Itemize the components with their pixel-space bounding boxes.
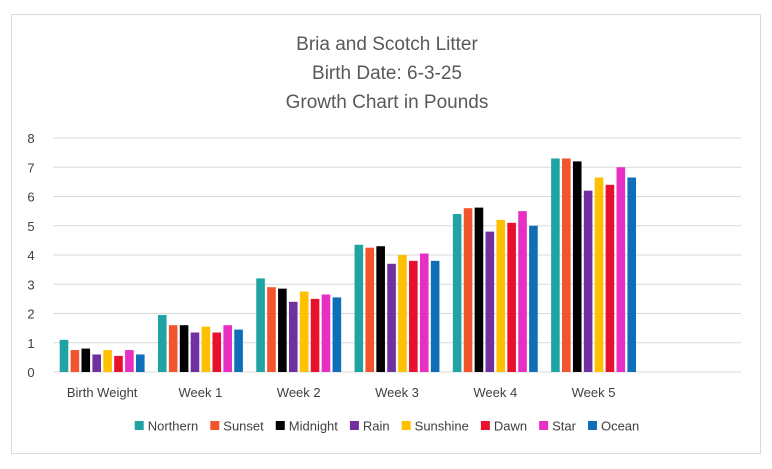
bar-dawn-week-2 (310, 298, 320, 372)
bar-sunshine-week-4 (496, 219, 506, 372)
bar-rain-week-5 (583, 190, 593, 372)
bar-dawn-week-3 (409, 260, 418, 372)
bar-midnight-week-3 (376, 246, 385, 372)
legend: Northern Sunset Midnight Rain Sunshine Dawn St… (134, 419, 639, 434)
x-category-label: Week 4 (473, 385, 517, 400)
bar-star-week-1 (223, 325, 232, 372)
legend-swatch-rain (349, 421, 359, 430)
bar-sunset-week-3 (365, 247, 375, 372)
legend-label-sunset: Sunset (223, 419, 264, 434)
bar-northern-week-3 (354, 244, 364, 372)
bar-star-birth-weight (125, 350, 134, 372)
legend-swatch-midnight (275, 421, 285, 430)
bar-northern-week-4 (452, 214, 462, 372)
y-tick-label: 8 (27, 131, 34, 146)
bars (59, 158, 637, 372)
x-category-label: Birth Weight (67, 385, 138, 400)
y-tick-label: 6 (27, 190, 34, 205)
x-axis-categories: Birth Weight Week 1 Week 2 Week 3 Week 4 Week… (67, 385, 616, 400)
x-category-label: Week 3 (375, 385, 419, 400)
bar-ocean-week-1 (234, 329, 243, 372)
bar-sunshine-week-2 (299, 291, 309, 372)
bar-sunshine-birth-weight (103, 350, 112, 372)
legend-swatch-sunset (210, 421, 220, 430)
bar-sunset-birth-weight (70, 350, 80, 372)
y-tick-label: 0 (27, 365, 34, 380)
bar-sunset-week-5 (562, 158, 571, 372)
legend-label-star: Star (552, 419, 577, 434)
y-axis-ticks: 0 1 2 3 4 5 6 7 8 (27, 131, 34, 380)
y-tick-label: 2 (27, 307, 34, 322)
bar-midnight-week-4 (474, 207, 484, 372)
bar-star-week-3 (419, 253, 429, 372)
bar-midnight-week-2 (278, 288, 287, 372)
bar-star-week-4 (518, 211, 527, 372)
legend-label-midnight: Midnight (289, 419, 339, 434)
bar-dawn-week-5 (605, 184, 615, 372)
bar-sunshine-week-5 (594, 177, 604, 372)
bar-ocean-birth-weight (135, 354, 145, 372)
bar-midnight-birth-weight (81, 348, 91, 372)
bar-ocean-week-4 (529, 225, 538, 372)
chart-title-line-2: Birth Date: 6-3-25 (312, 63, 462, 84)
chart-title: Bria and Scotch Litter Birth Date: 6-3-25… (286, 34, 489, 113)
legend-swatch-northern (134, 421, 144, 430)
legend-label-rain: Rain (363, 419, 390, 434)
x-category-label: Week 1 (179, 385, 223, 400)
bar-northern-week-2 (256, 278, 265, 372)
y-tick-label: 3 (27, 277, 34, 292)
bar-rain-week-3 (387, 263, 396, 372)
legend-label-dawn: Dawn (494, 419, 527, 434)
legend-label-sunshine: Sunshine (415, 419, 469, 434)
bar-dawn-week-4 (507, 222, 516, 372)
legend-label-ocean: Ocean (601, 419, 639, 434)
bar-sunshine-week-1 (201, 326, 211, 372)
bar-ocean-week-5 (627, 177, 637, 372)
y-tick-label: 4 (27, 248, 34, 263)
bar-sunset-week-2 (267, 287, 276, 372)
gridlines (53, 137, 741, 373)
y-tick-label: 1 (27, 336, 34, 351)
bar-northern-week-1 (157, 314, 167, 372)
legend-swatch-dawn (480, 421, 490, 430)
chart-area: Bria and Scotch Litter Birth Date: 6-3-25… (11, 14, 761, 454)
bar-rain-week-1 (190, 332, 200, 372)
bar-dawn-birth-weight (114, 355, 123, 372)
bar-northern-birth-weight (59, 339, 69, 372)
bar-sunshine-week-3 (398, 255, 407, 372)
bar-sunset-week-4 (463, 208, 473, 372)
bar-dawn-week-1 (212, 332, 222, 372)
bar-ocean-week-3 (430, 260, 440, 372)
legend-swatch-ocean (587, 421, 597, 430)
bar-rain-week-4 (485, 231, 495, 372)
chart-title-line-3: Growth Chart in Pounds (286, 92, 489, 113)
x-category-label: Week 5 (572, 385, 616, 400)
y-tick-label: 7 (27, 160, 34, 175)
y-tick-label: 5 (27, 219, 34, 234)
bar-midnight-week-1 (179, 325, 189, 372)
x-category-label: Week 2 (277, 385, 321, 400)
chart-title-line-1: Bria and Scotch Litter (296, 34, 478, 55)
legend-swatch-star (539, 421, 549, 430)
bar-star-week-5 (616, 167, 626, 372)
bar-chart: Bria and Scotch Litter Birth Date: 6-3-25… (27, 34, 741, 434)
legend-label-northern: Northern (148, 419, 199, 434)
bar-sunset-week-1 (168, 325, 178, 372)
bar-rain-birth-weight (92, 354, 101, 372)
bar-midnight-week-5 (572, 161, 582, 372)
bar-northern-week-5 (551, 158, 560, 372)
bar-star-week-2 (321, 294, 331, 372)
bar-rain-week-2 (288, 301, 298, 372)
legend-swatch-sunshine (401, 421, 411, 430)
bar-ocean-week-2 (332, 297, 342, 372)
